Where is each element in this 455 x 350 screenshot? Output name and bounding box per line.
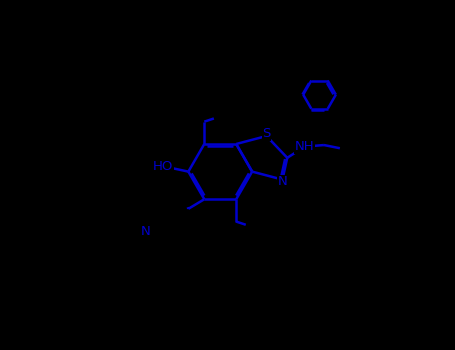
Text: N: N	[141, 225, 151, 238]
Text: HO: HO	[153, 160, 173, 173]
Text: N: N	[278, 175, 288, 188]
Text: S: S	[263, 127, 271, 140]
Text: NH: NH	[295, 140, 314, 153]
